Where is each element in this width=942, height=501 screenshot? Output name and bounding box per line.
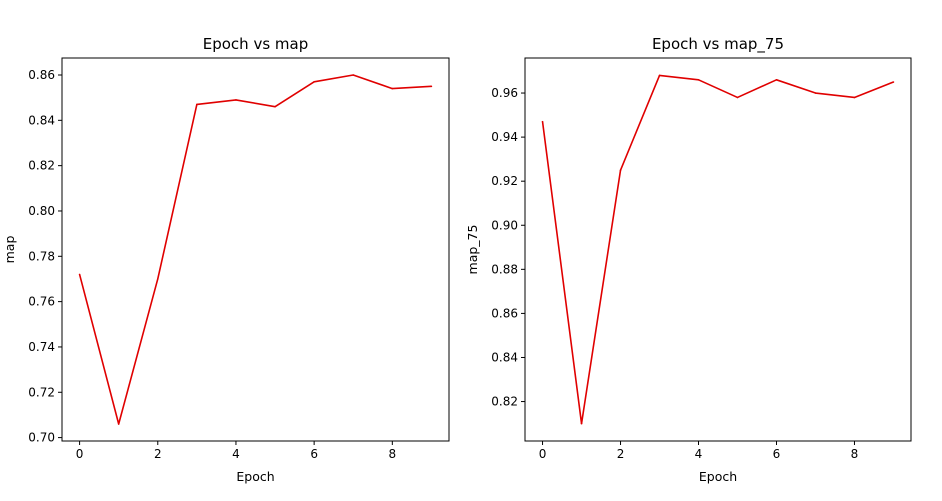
- data-point: [541, 120, 544, 123]
- y-tick-label: 0.96: [491, 86, 518, 100]
- data-point: [580, 422, 583, 425]
- data-point: [892, 81, 895, 83]
- y-tick-label: 0.92: [491, 174, 518, 188]
- data-point: [697, 79, 700, 81]
- x-tick-label: 8: [388, 447, 396, 461]
- y-tick-label: 0.82: [491, 395, 518, 409]
- x-axis-label: Epoch: [699, 469, 737, 484]
- data-point: [196, 103, 198, 106]
- x-axis-label: Epoch: [236, 469, 274, 484]
- x-tick-label: 6: [310, 447, 318, 461]
- y-tick-label: 0.88: [491, 262, 518, 276]
- y-tick-label: 0.86: [491, 306, 518, 320]
- y-tick-label: 0.72: [28, 385, 55, 399]
- data-point: [313, 80, 315, 83]
- data-point: [853, 96, 856, 99]
- data-point: [117, 423, 120, 425]
- y-tick-label: 0.76: [28, 295, 55, 309]
- x-tick-label: 2: [617, 447, 625, 461]
- y-tick-label: 0.70: [28, 431, 55, 445]
- data-point: [430, 85, 433, 88]
- y-tick-label: 0.84: [491, 350, 518, 364]
- x-tick-label: 0: [539, 447, 547, 461]
- x-tick-label: 6: [773, 447, 781, 461]
- series-line: [541, 74, 894, 425]
- y-tick-label: 0.94: [491, 130, 518, 144]
- x-tick-label: 4: [232, 447, 240, 461]
- y-tick-label: 0.86: [28, 68, 55, 82]
- x-tick-label: 4: [695, 447, 703, 461]
- data-point: [235, 99, 237, 101]
- data-point: [274, 105, 276, 108]
- x-tick-label: 2: [154, 447, 162, 461]
- data-point: [156, 278, 159, 280]
- data-point: [658, 74, 661, 77]
- y-tick-label: 0.82: [28, 159, 55, 173]
- y-tick-label: 0.90: [491, 218, 518, 232]
- data-point: [775, 79, 778, 81]
- chart-1: Epoch vs map_75 0 2 4 6 8 0.82 0.84 0.86 0.88 0.90…: [465, 35, 912, 484]
- y-axis-label: map_75: [465, 225, 480, 275]
- y-axis-label: map: [2, 236, 17, 264]
- axes-frame: [61, 57, 450, 442]
- data-point: [619, 169, 622, 171]
- data-point: [736, 96, 739, 99]
- data-point: [814, 92, 817, 94]
- data-point: [78, 273, 81, 276]
- axes-frame: [524, 57, 912, 442]
- x-tick-label: 0: [76, 447, 84, 461]
- data-point: [391, 87, 394, 90]
- series-line: [78, 74, 432, 425]
- y-tick-label: 0.74: [28, 340, 55, 354]
- y-tick-label: 0.78: [28, 249, 55, 263]
- data-point: [352, 74, 355, 76]
- y-tick-label: 0.84: [28, 113, 55, 127]
- chart-0: Epoch vs map 0 2 4 6 8 0.70 0.72 0.74 0.76 0.78 0.8…: [2, 35, 450, 484]
- chart-title: Epoch vs map_75: [652, 35, 784, 54]
- x-tick-label: 8: [851, 447, 859, 461]
- y-tick-label: 0.80: [28, 204, 55, 218]
- chart-title: Epoch vs map: [203, 35, 308, 53]
